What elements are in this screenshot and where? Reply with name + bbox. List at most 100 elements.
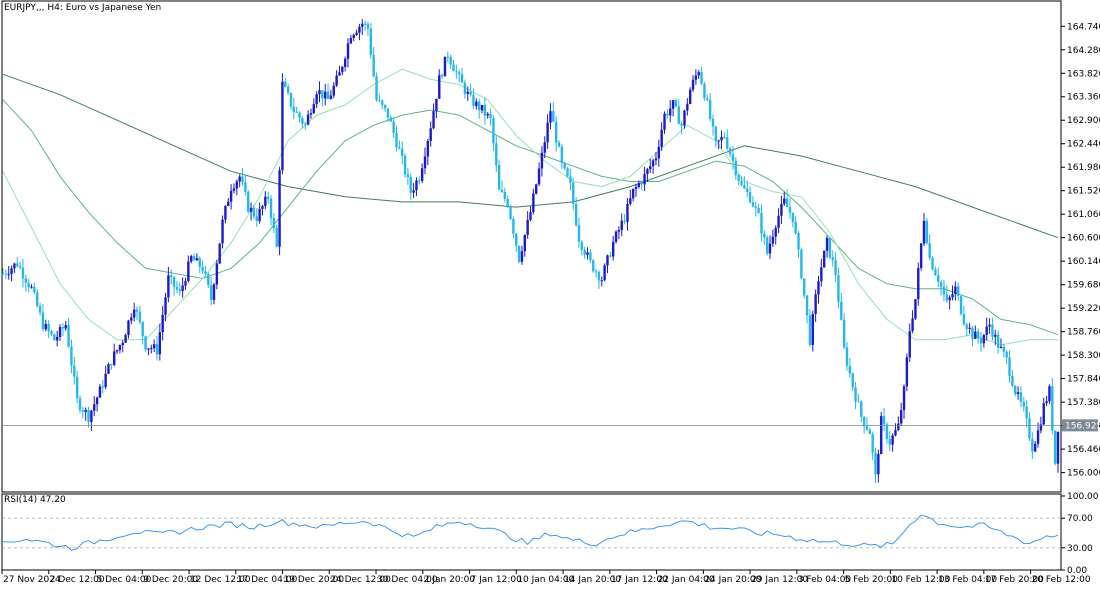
candle-body [1022,401,1025,407]
candle [480,104,484,114]
candle-body [803,278,806,296]
time-tick-label: 17 Feb 20:00 [985,575,1044,585]
candle-body [1028,418,1031,439]
candle-body [985,326,988,335]
candle-body [375,76,378,100]
candle-body [18,266,22,268]
candle-body [4,273,8,275]
candle [609,251,612,258]
candle [985,317,988,341]
candle [763,230,766,245]
candle-body [968,327,971,329]
candle-body [318,90,321,95]
candle-body [412,190,415,193]
candle [506,195,509,209]
moving-average-layer [2,68,1059,346]
candle-body [67,325,70,347]
candle-body [951,294,954,298]
candle-body [737,175,740,181]
candle [155,335,159,361]
candle-body [121,342,124,346]
candle [363,20,367,31]
candle-body [398,147,401,149]
candle-body [1039,424,1043,431]
candle [98,384,102,398]
price-tick-label: 156.460 [1067,445,1100,455]
candle [392,117,395,139]
candle [669,99,672,123]
candle [469,83,472,97]
candle [167,266,170,303]
candle [971,326,974,347]
candle [184,277,187,290]
candle-body [381,100,384,105]
candle-body [683,110,686,126]
candle-body [435,98,438,112]
candle-body [560,146,564,163]
time-tick-label: 12 Dec 12:00 [190,575,251,585]
candle [127,319,130,339]
candle [740,176,743,187]
candle [121,340,124,353]
candle [1025,399,1028,428]
candle [84,407,87,421]
candle-body [343,58,347,67]
candle [150,344,153,354]
candle-body [38,306,42,313]
time-tick-label: 17 Jan 12:00 [611,575,668,585]
candle-body [264,196,267,207]
candle-body [814,294,817,315]
candle-body [774,227,777,237]
candle-body [651,160,655,167]
candle [523,234,526,257]
candle-body [503,191,507,199]
candle [44,319,47,332]
candle-body [292,106,296,112]
candle [104,365,107,390]
candle [783,191,786,206]
candle [974,325,977,339]
time-tick-label: 17 Dec 04:00 [237,575,298,585]
candle-body [33,286,36,293]
candle-body [372,54,375,77]
candle-body [663,113,666,130]
candle-body [800,249,803,279]
candle-body [61,327,65,329]
time-tick-label: 14 Jan 20:00 [564,575,621,585]
candle-body [512,218,515,234]
candle-body [708,99,712,119]
candle [954,281,957,301]
candle-body [212,284,216,300]
candle [483,97,487,125]
candle-body [577,225,581,242]
candle [238,174,241,188]
candle [614,230,618,244]
candle-body [734,160,737,176]
candle [232,183,236,194]
time-tick-label: 29 Jan 12:00 [751,575,808,585]
candle-body [714,126,718,142]
candle [968,323,971,334]
candle-body [862,416,866,426]
candle [914,299,917,320]
candle [1048,384,1051,404]
candle [204,265,207,278]
candle [107,362,110,375]
candle [429,121,432,147]
time-tick-label: 10 Feb 12:00 [891,575,950,585]
candle-body [241,176,244,183]
candle-body [463,82,467,94]
candle-body [611,241,615,257]
candle [147,348,150,356]
candle [857,394,860,403]
candle-body [569,176,572,183]
candle-body [443,56,447,77]
candle-body [677,106,680,124]
candle-body [50,331,53,335]
candle [324,83,327,106]
candle [1011,370,1014,387]
candle-body [566,168,569,177]
candle [420,163,424,184]
candle-body [706,98,709,100]
candle [335,70,338,87]
